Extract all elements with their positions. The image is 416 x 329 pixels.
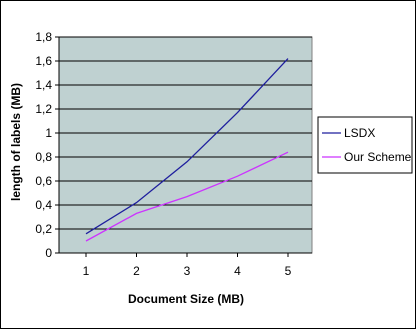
- series-line-lsdx: [85, 58, 289, 235]
- x-axis-title: Document Size (MB): [128, 292, 244, 306]
- legend: LSDX Our Scheme: [317, 116, 413, 174]
- y-tick-label: 1: [45, 126, 52, 140]
- plot-area: [58, 36, 313, 254]
- legend-box: [317, 116, 413, 174]
- y-tick-label: 1,8: [35, 30, 52, 44]
- y-axis-title: length of labels (MB): [9, 83, 23, 201]
- x-tick-label: 1: [83, 264, 90, 278]
- y-tick-label: 0,2: [35, 222, 52, 236]
- series-line-our-scheme: [85, 151, 289, 242]
- y-tick-label: 1,2: [35, 102, 52, 116]
- legend-label: Our Scheme: [344, 150, 412, 164]
- y-tick-label: 0,8: [35, 150, 52, 164]
- y-tick-label: 1,4: [35, 78, 52, 92]
- x-tick-label: 4: [234, 264, 241, 278]
- y-tick-label: 0: [45, 246, 52, 260]
- x-tick-label: 5: [285, 264, 292, 278]
- y-ticks: 0 0,2 0,4 0,6 0,8 1 1,2 1,4 1,6 1,8: [35, 30, 59, 260]
- y-tick-label: 0,6: [35, 174, 52, 188]
- legend-label: LSDX: [344, 126, 375, 140]
- y-tick-label: 0,4: [35, 198, 52, 212]
- x-tick-label: 2: [133, 264, 140, 278]
- x-tick-label: 3: [184, 264, 191, 278]
- x-ticks: 1 2 3 4 5: [83, 253, 292, 278]
- gridlines: [59, 36, 312, 230]
- y-tick-label: 1,6: [35, 54, 52, 68]
- series-lines: [85, 58, 289, 242]
